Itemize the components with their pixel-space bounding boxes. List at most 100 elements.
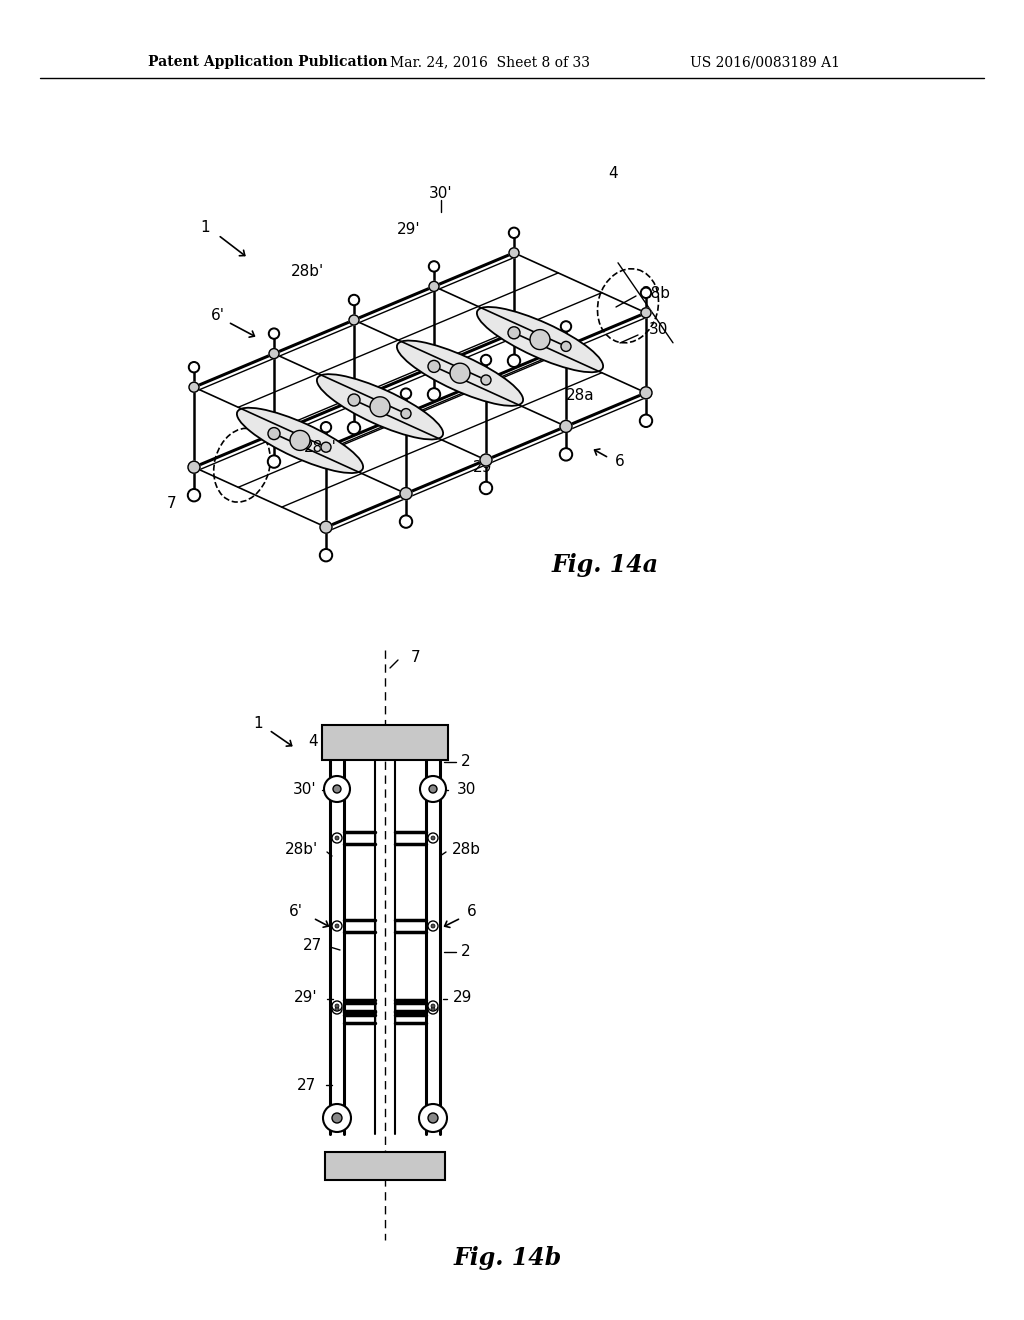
- Circle shape: [348, 393, 360, 407]
- Circle shape: [319, 549, 333, 562]
- Circle shape: [401, 517, 411, 527]
- Circle shape: [508, 354, 520, 367]
- Text: 2: 2: [461, 755, 471, 770]
- Circle shape: [479, 482, 493, 495]
- Circle shape: [324, 776, 350, 803]
- Circle shape: [428, 261, 439, 272]
- Circle shape: [429, 785, 437, 793]
- Circle shape: [350, 297, 357, 304]
- Circle shape: [332, 1005, 342, 1014]
- Circle shape: [322, 550, 331, 560]
- Text: 7: 7: [412, 649, 421, 664]
- Circle shape: [511, 230, 517, 236]
- Text: 4: 4: [608, 166, 617, 181]
- Circle shape: [335, 924, 339, 928]
- Text: 32': 32': [327, 1160, 350, 1176]
- Circle shape: [640, 288, 651, 298]
- Circle shape: [323, 1104, 351, 1133]
- Circle shape: [641, 308, 651, 318]
- Circle shape: [188, 362, 200, 372]
- Circle shape: [419, 1104, 447, 1133]
- Circle shape: [509, 227, 519, 239]
- Circle shape: [428, 360, 440, 372]
- Text: Fig. 14b: Fig. 14b: [454, 1246, 562, 1270]
- Bar: [322, 725, 449, 760]
- Circle shape: [400, 487, 412, 499]
- Circle shape: [321, 421, 332, 433]
- Circle shape: [431, 1005, 435, 1008]
- Circle shape: [332, 1113, 342, 1123]
- Circle shape: [347, 421, 360, 434]
- Circle shape: [333, 785, 341, 793]
- Circle shape: [332, 1001, 342, 1011]
- Text: Mar. 24, 2016  Sheet 8 of 33: Mar. 24, 2016 Sheet 8 of 33: [390, 55, 590, 69]
- Circle shape: [270, 330, 278, 337]
- Text: 28a': 28a': [303, 440, 337, 454]
- Text: 1: 1: [253, 717, 263, 731]
- Circle shape: [561, 342, 571, 351]
- Text: 28b: 28b: [452, 842, 480, 858]
- Circle shape: [190, 364, 198, 371]
- Circle shape: [332, 833, 342, 843]
- Circle shape: [187, 488, 201, 502]
- Circle shape: [319, 521, 332, 533]
- Circle shape: [428, 1113, 438, 1123]
- Circle shape: [430, 263, 437, 269]
- Circle shape: [450, 363, 470, 383]
- Circle shape: [428, 1001, 438, 1011]
- Circle shape: [562, 323, 569, 330]
- Text: 30': 30': [429, 186, 453, 201]
- Circle shape: [349, 424, 358, 433]
- Circle shape: [188, 461, 200, 473]
- Circle shape: [480, 454, 492, 466]
- Circle shape: [480, 355, 492, 366]
- Circle shape: [642, 289, 649, 296]
- Text: 28b': 28b': [292, 264, 325, 279]
- Circle shape: [482, 356, 489, 363]
- Circle shape: [267, 455, 281, 469]
- Circle shape: [321, 442, 331, 453]
- Circle shape: [268, 329, 280, 339]
- Ellipse shape: [477, 308, 603, 372]
- Circle shape: [560, 420, 572, 433]
- Circle shape: [290, 430, 310, 450]
- Text: 28b': 28b': [286, 842, 318, 858]
- Circle shape: [640, 387, 652, 399]
- Text: Fig. 14a: Fig. 14a: [552, 553, 658, 577]
- Circle shape: [189, 383, 199, 392]
- Circle shape: [641, 416, 650, 425]
- Circle shape: [428, 921, 438, 931]
- Circle shape: [335, 1005, 339, 1008]
- Ellipse shape: [316, 374, 443, 440]
- Text: 32: 32: [418, 1160, 436, 1176]
- Circle shape: [420, 776, 446, 803]
- Ellipse shape: [397, 341, 523, 405]
- Circle shape: [431, 924, 435, 928]
- Circle shape: [561, 450, 570, 459]
- Text: Patent Application Publication: Patent Application Publication: [148, 55, 388, 69]
- Text: 7: 7: [167, 495, 177, 511]
- Circle shape: [431, 836, 435, 840]
- Text: 30: 30: [458, 783, 477, 797]
- Circle shape: [348, 294, 359, 305]
- Circle shape: [400, 388, 412, 399]
- Text: 30': 30': [293, 783, 316, 797]
- Circle shape: [349, 315, 359, 325]
- Circle shape: [508, 327, 520, 339]
- Text: 29': 29': [294, 990, 317, 1005]
- Circle shape: [429, 281, 439, 292]
- Bar: [325, 1152, 445, 1180]
- Text: US 2016/0083189 A1: US 2016/0083189 A1: [690, 55, 840, 69]
- Text: 28b: 28b: [641, 285, 671, 301]
- Circle shape: [431, 1007, 435, 1011]
- Circle shape: [559, 447, 572, 461]
- Circle shape: [370, 397, 390, 417]
- Text: 28a: 28a: [565, 388, 594, 403]
- Circle shape: [530, 330, 550, 350]
- Circle shape: [269, 457, 279, 466]
- Circle shape: [402, 391, 410, 397]
- Circle shape: [399, 515, 413, 528]
- Text: 30: 30: [648, 322, 668, 338]
- Text: 1: 1: [200, 220, 210, 235]
- Circle shape: [335, 836, 339, 840]
